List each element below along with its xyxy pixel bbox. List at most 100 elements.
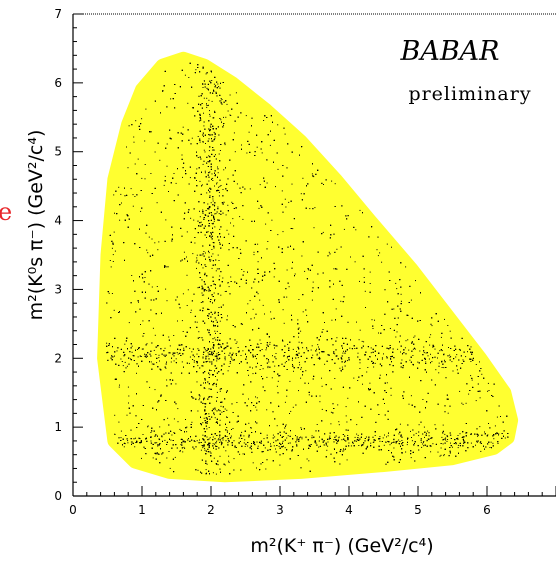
event-point xyxy=(444,318,445,320)
event-point xyxy=(255,396,256,398)
event-point xyxy=(154,334,156,336)
event-point xyxy=(249,188,251,190)
event-point xyxy=(122,365,124,367)
event-point xyxy=(379,252,381,254)
event-point xyxy=(405,451,407,453)
event-point xyxy=(159,426,161,428)
event-point xyxy=(126,414,128,416)
event-point xyxy=(149,386,151,388)
event-point xyxy=(208,388,210,390)
event-point xyxy=(311,299,313,301)
event-point xyxy=(130,441,132,443)
event-point xyxy=(336,337,338,339)
event-point xyxy=(359,368,361,369)
event-point xyxy=(196,267,197,269)
event-point xyxy=(373,366,375,368)
event-point xyxy=(449,330,451,332)
event-point xyxy=(393,447,395,449)
event-point xyxy=(291,359,293,361)
event-point xyxy=(197,136,199,137)
event-point xyxy=(190,309,192,311)
event-point xyxy=(211,80,213,81)
event-point xyxy=(212,242,214,243)
event-point xyxy=(128,125,130,127)
event-point xyxy=(166,300,168,302)
event-point xyxy=(233,225,235,227)
event-point xyxy=(213,292,215,294)
event-point xyxy=(215,332,216,334)
event-point xyxy=(127,386,129,388)
event-point xyxy=(191,421,193,423)
event-point xyxy=(241,144,242,146)
event-point xyxy=(344,439,346,441)
event-point xyxy=(465,402,467,404)
event-point xyxy=(112,261,114,262)
event-point xyxy=(184,447,186,449)
event-point xyxy=(348,442,350,444)
event-point xyxy=(137,349,139,350)
event-point xyxy=(202,212,204,214)
event-point xyxy=(214,299,216,301)
event-point xyxy=(195,69,197,71)
event-point xyxy=(210,126,212,128)
event-point xyxy=(164,439,166,441)
event-point xyxy=(227,204,229,206)
event-point xyxy=(188,438,189,439)
event-point xyxy=(396,331,398,333)
event-point xyxy=(447,439,449,440)
event-point xyxy=(400,300,402,302)
event-point xyxy=(336,248,338,250)
event-point xyxy=(181,320,183,322)
event-point xyxy=(177,353,179,355)
event-point xyxy=(443,438,445,440)
event-point xyxy=(224,291,226,292)
event-point xyxy=(132,194,134,196)
event-point xyxy=(262,304,264,306)
event-point xyxy=(233,132,235,134)
event-point xyxy=(209,171,211,173)
event-point xyxy=(305,370,307,372)
event-point xyxy=(199,225,201,227)
event-point xyxy=(212,180,214,181)
event-point xyxy=(206,428,208,430)
event-point xyxy=(215,270,217,272)
event-point xyxy=(166,165,168,167)
event-point xyxy=(386,436,387,438)
event-point xyxy=(390,358,392,359)
event-point xyxy=(212,177,214,179)
event-point xyxy=(139,438,141,440)
event-point xyxy=(412,348,414,350)
event-point xyxy=(389,328,391,329)
event-point xyxy=(207,355,209,357)
event-point xyxy=(212,149,214,151)
event-point xyxy=(442,424,444,426)
event-point xyxy=(269,144,271,146)
event-point xyxy=(479,442,481,444)
event-point xyxy=(203,125,205,127)
event-point xyxy=(311,345,313,347)
event-point xyxy=(123,446,125,448)
event-point xyxy=(184,74,186,76)
event-point xyxy=(335,308,337,310)
event-point xyxy=(331,319,333,321)
event-point xyxy=(150,432,152,433)
event-point xyxy=(465,356,467,358)
event-point xyxy=(301,255,303,257)
event-point xyxy=(284,447,286,449)
event-point xyxy=(217,83,219,85)
event-point xyxy=(207,352,209,354)
event-point xyxy=(271,377,273,379)
event-point xyxy=(218,213,220,215)
event-point xyxy=(239,453,241,455)
event-point xyxy=(330,411,332,413)
event-point xyxy=(154,151,156,153)
event-point xyxy=(391,442,393,443)
event-point xyxy=(196,321,198,323)
event-point xyxy=(216,330,218,332)
event-point xyxy=(231,201,233,203)
event-point xyxy=(199,397,201,399)
event-point xyxy=(381,261,383,263)
event-point xyxy=(207,360,209,362)
event-point xyxy=(488,423,489,424)
event-point xyxy=(401,359,403,361)
